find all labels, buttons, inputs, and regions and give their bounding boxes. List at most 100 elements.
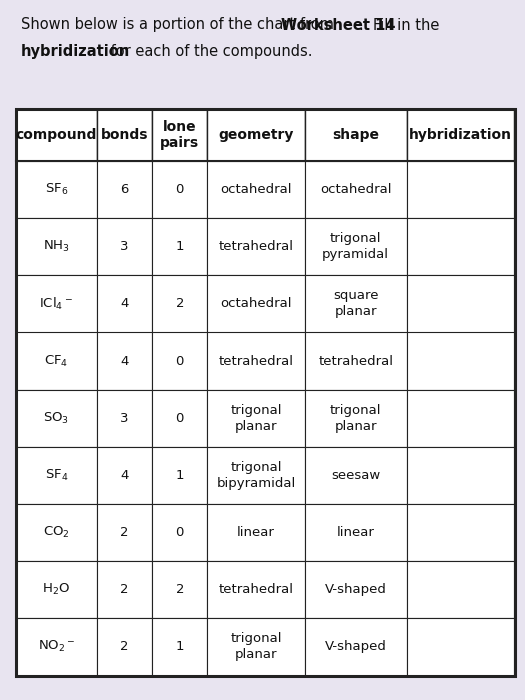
- Bar: [16, 108, 97, 161]
- Bar: [407, 332, 514, 390]
- Text: tetrahedral: tetrahedral: [218, 583, 293, 596]
- Text: 1: 1: [175, 240, 184, 253]
- Text: lone
pairs: lone pairs: [160, 120, 200, 150]
- Bar: [407, 561, 514, 618]
- Bar: [304, 447, 407, 504]
- Text: 0: 0: [176, 526, 184, 539]
- Bar: [304, 390, 407, 447]
- Text: 4: 4: [121, 469, 129, 482]
- Bar: [16, 618, 97, 676]
- Text: square
planar: square planar: [333, 289, 379, 318]
- Text: 2: 2: [175, 583, 184, 596]
- Text: 1: 1: [175, 640, 184, 653]
- Bar: [407, 218, 514, 275]
- Text: 1: 1: [175, 469, 184, 482]
- Bar: [207, 108, 304, 161]
- Bar: [16, 561, 97, 618]
- Bar: [97, 561, 152, 618]
- Bar: [152, 275, 207, 332]
- Text: 0: 0: [176, 183, 184, 196]
- Bar: [207, 218, 304, 275]
- Bar: [207, 618, 304, 676]
- Text: CF$_4$: CF$_4$: [44, 354, 69, 369]
- Bar: [207, 332, 304, 390]
- Bar: [304, 161, 407, 218]
- Text: 3: 3: [120, 240, 129, 253]
- Text: SF$_4$: SF$_4$: [45, 468, 68, 483]
- Text: 3: 3: [120, 412, 129, 425]
- Bar: [97, 218, 152, 275]
- Bar: [97, 275, 152, 332]
- Text: octahedral: octahedral: [220, 298, 292, 310]
- Text: geometry: geometry: [218, 127, 293, 141]
- Bar: [152, 618, 207, 676]
- Text: ICl$_4$$^-$: ICl$_4$$^-$: [39, 296, 74, 312]
- Bar: [16, 218, 97, 275]
- Bar: [16, 390, 97, 447]
- Text: 2: 2: [175, 298, 184, 310]
- Text: CO$_2$: CO$_2$: [43, 525, 70, 540]
- Bar: [152, 161, 207, 218]
- Text: tetrahedral: tetrahedral: [318, 355, 393, 368]
- Text: octahedral: octahedral: [320, 183, 392, 196]
- Bar: [304, 275, 407, 332]
- Text: Shown below is a portion of the chart from: Shown below is a portion of the chart fr…: [21, 18, 339, 32]
- Bar: [304, 332, 407, 390]
- Bar: [97, 390, 152, 447]
- Text: trigonal
pyramidal: trigonal pyramidal: [322, 232, 389, 261]
- Bar: [152, 447, 207, 504]
- Bar: [97, 161, 152, 218]
- Text: 0: 0: [176, 412, 184, 425]
- Bar: [152, 504, 207, 561]
- Text: hybridization: hybridization: [21, 44, 130, 59]
- Text: hybridization: hybridization: [409, 127, 512, 141]
- Text: NO$_2$$^-$: NO$_2$$^-$: [38, 639, 75, 654]
- Bar: [152, 332, 207, 390]
- Text: V-shaped: V-shaped: [325, 583, 386, 596]
- Bar: [16, 332, 97, 390]
- Bar: [152, 108, 207, 161]
- Bar: [407, 275, 514, 332]
- Bar: [207, 275, 304, 332]
- Bar: [407, 390, 514, 447]
- Text: trigonal
planar: trigonal planar: [230, 404, 282, 433]
- Text: trigonal
bipyramidal: trigonal bipyramidal: [216, 461, 296, 490]
- Text: 0: 0: [176, 355, 184, 368]
- Text: seesaw: seesaw: [331, 469, 380, 482]
- Text: tetrahedral: tetrahedral: [218, 355, 293, 368]
- Text: Worksheet 14: Worksheet 14: [280, 18, 395, 32]
- Bar: [152, 390, 207, 447]
- Bar: [407, 504, 514, 561]
- Bar: [97, 447, 152, 504]
- Bar: [407, 447, 514, 504]
- Bar: [16, 161, 97, 218]
- Bar: [304, 218, 407, 275]
- Bar: [407, 108, 514, 161]
- Bar: [97, 618, 152, 676]
- Text: 4: 4: [121, 355, 129, 368]
- Text: NH$_3$: NH$_3$: [43, 239, 70, 254]
- Bar: [304, 504, 407, 561]
- Text: H$_2$O: H$_2$O: [43, 582, 70, 597]
- Bar: [304, 618, 407, 676]
- Text: 4: 4: [121, 298, 129, 310]
- Text: shape: shape: [332, 127, 379, 141]
- Bar: [152, 561, 207, 618]
- Bar: [16, 504, 97, 561]
- Text: SF$_6$: SF$_6$: [45, 182, 68, 197]
- Bar: [207, 161, 304, 218]
- Text: linear: linear: [237, 526, 275, 539]
- Bar: [207, 504, 304, 561]
- Text: octahedral: octahedral: [220, 183, 292, 196]
- Bar: [407, 161, 514, 218]
- Text: V-shaped: V-shaped: [325, 640, 386, 653]
- Bar: [16, 447, 97, 504]
- Text: 2: 2: [120, 640, 129, 653]
- Bar: [152, 218, 207, 275]
- Text: for each of the compounds.: for each of the compounds.: [106, 44, 313, 59]
- Bar: [97, 332, 152, 390]
- Text: compound: compound: [16, 127, 97, 141]
- Bar: [16, 108, 514, 676]
- Bar: [407, 618, 514, 676]
- Text: bonds: bonds: [101, 127, 149, 141]
